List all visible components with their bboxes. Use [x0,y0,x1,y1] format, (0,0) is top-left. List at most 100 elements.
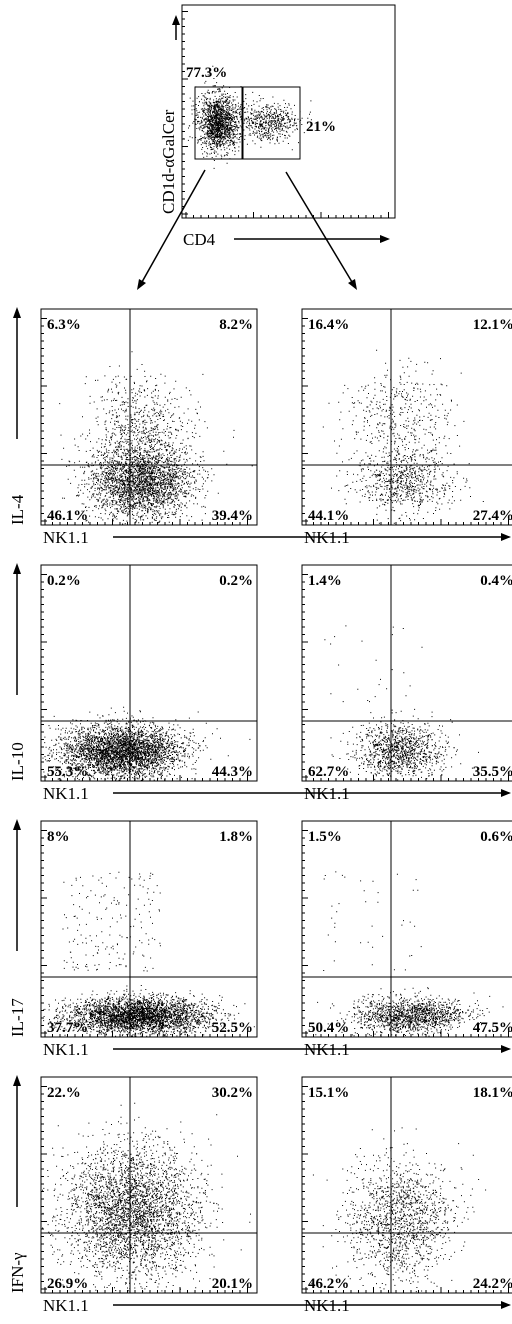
event-dots [331,436,484,525]
axis-ticks [41,318,248,525]
gating-y-axis-label: CD1d-αGalCer [159,109,178,214]
axis-ticks [302,318,509,525]
plot-frame [40,1076,258,1294]
y-axis-arrowhead [13,819,21,830]
quadrant-lower-left-percent: 37.7% [47,1020,88,1036]
axis-ticks [302,1086,509,1293]
event-dots [322,349,465,495]
gate-right-percent: 21% [306,119,336,135]
quadrant-upper-right-percent: 18.1% [473,1085,512,1101]
y-axis-label: IL-4 [8,494,27,525]
x-axis-arrowhead [501,789,511,797]
gating-panel-frame [181,4,396,219]
plot-frame [40,308,258,526]
axis-ticks [41,574,248,781]
quadrant-lower-right-percent: 39.4% [212,508,253,524]
plot-il17-left: 8% 1.8% 37.7% 52.5% NK1.1 IL-17 [8,819,511,1059]
quadrant-lower-right-percent: 35.5% [473,764,512,780]
event-dots [217,91,312,151]
plot-frame [301,820,512,1038]
quadrant-lower-right-percent: 44.3% [212,764,253,780]
quadrant-upper-left-percent: 6.3% [47,317,81,333]
quadrant-upper-left-percent: 1.5% [308,829,342,845]
x-axis-label: NK1.1 [43,784,89,803]
event-dots [315,987,504,1037]
gating-panel: 77.3% 21% CD4 CD1d-αGalCer [137,4,396,290]
x-axis-label: NK1.1 [304,784,350,803]
quadrant-upper-right-percent: 0.4% [480,573,512,589]
plot-frame [40,564,258,782]
gating-axis-ticks [182,11,389,218]
quadrant-lower-left-percent: 46.2% [308,1276,349,1292]
axis-ticks [302,574,509,781]
event-dots [330,709,479,781]
gating-events [182,11,389,218]
axis-ticks [41,830,248,1037]
plot-frame [301,308,512,526]
quadrant-upper-right-percent: 0.6% [480,829,512,845]
gating-x-axis-label: CD4 [183,230,216,249]
x-axis-arrowhead [501,533,511,541]
gate-left-percent: 77.3% [186,65,227,81]
quadrant-lower-right-percent: 52.5% [212,1020,253,1036]
x-axis-label: NK1.1 [304,528,350,547]
quadrant-lower-left-percent: 50.4% [308,1020,349,1036]
quadrant-lower-right-percent: 47.5% [473,1020,512,1036]
quadrant-upper-right-percent: 0.2% [219,573,253,589]
plot-frame [301,1076,512,1294]
plot-frame [301,564,512,782]
event-dots [62,420,253,525]
plot-il4-left: 6.3% 8.2% 46.1% 39.4% NK1.1 IL-4 [8,307,511,547]
quadrant-upper-right-percent: 1.8% [219,829,253,845]
plot-ifng-left: 22.% 30.2% 26.9% 20.1% NK1.1 IFN-γ [8,1075,511,1315]
quadrant-lower-left-percent: 46.1% [47,508,88,524]
x-axis-label: NK1.1 [43,528,89,547]
plot-il17-right: 1.5% 0.6% 50.4% 47.5% NK1.1 [301,820,512,1059]
quadrant-upper-left-percent: 22.% [47,1085,81,1101]
y-axis-label: IFN-γ [8,1252,27,1293]
x-axis-label: NK1.1 [304,1040,350,1059]
quadrant-lower-left-percent: 26.9% [47,1276,88,1292]
plot-il10-left: 0.2% 0.2% 55.3% 44.3% NK1.1 IL-10 [8,563,511,803]
quadrant-lower-right-percent: 27.4% [473,508,512,524]
x-axis-arrowhead [501,1301,511,1309]
quadrant-upper-right-percent: 12.1% [473,317,512,333]
event-dots [323,871,422,971]
x-axis-label: NK1.1 [43,1296,89,1315]
y-axis-arrowhead [13,1075,21,1086]
quadrant-lower-right-percent: 24.2% [473,1276,512,1292]
quadrant-upper-right-percent: 30.2% [212,1085,253,1101]
event-dots [42,1102,251,1292]
x-axis-arrowhead [501,1045,511,1053]
quadrant-upper-left-percent: 8% [47,829,70,845]
axis-ticks [302,830,509,1037]
event-dots [183,65,251,169]
quadrant-upper-left-percent: 16.4% [308,317,349,333]
cytokine-plot-grid: 6.3% 8.2% 46.1% 39.4% NK1.1 IL-4 16.4% 12.1% 44.… [8,307,512,1315]
y-axis-label: IL-17 [8,998,27,1037]
event-dots [43,985,255,1037]
gating-y-axis-arrow [172,15,180,40]
plot-frame [40,820,258,1038]
x-axis-label: NK1.1 [43,1040,89,1059]
y-axis-arrowhead [13,307,21,318]
quadrant-upper-left-percent: 15.1% [308,1085,349,1101]
event-dots [42,706,251,781]
quadrant-lower-left-percent: 44.1% [308,508,349,524]
plot-il10-right: 1.4% 0.4% 62.7% 35.5% NK1.1 [301,564,512,803]
quadrant-lower-left-percent: 62.7% [308,764,349,780]
quadrant-upper-left-percent: 0.2% [47,573,81,589]
quadrant-lower-left-percent: 55.3% [47,764,88,780]
left-population-arrow [137,169,206,290]
event-dots [62,871,161,972]
quadrant-upper-right-percent: 8.2% [219,317,253,333]
x-axis-label: NK1.1 [304,1296,350,1315]
quadrant-lower-right-percent: 20.1% [212,1276,253,1292]
cd4-negative-gate [194,86,243,160]
y-axis-arrowhead [13,563,21,574]
plot-il4-right: 16.4% 12.1% 44.1% 27.4% NK1.1 [301,308,512,547]
quadrant-upper-left-percent: 1.4% [308,573,342,589]
axis-ticks [41,1086,248,1293]
y-axis-label: IL-10 [8,742,27,781]
